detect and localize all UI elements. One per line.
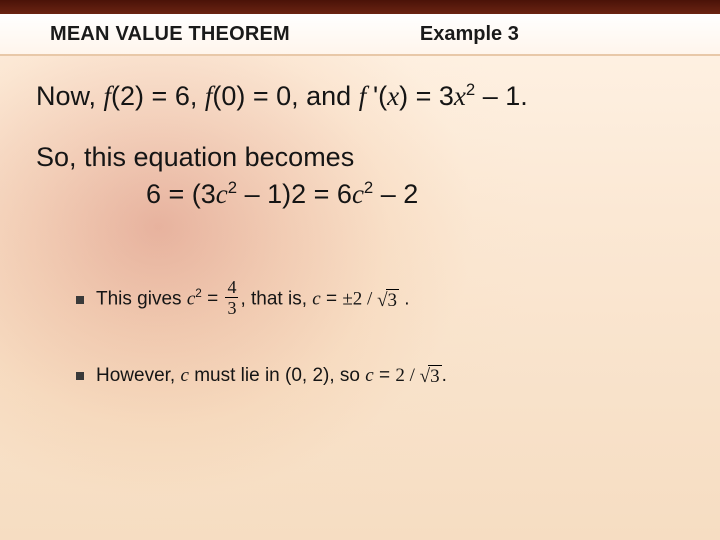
text: This gives <box>96 289 187 310</box>
text: = <box>202 289 224 310</box>
bullet-square-icon <box>76 296 84 304</box>
bullet-list: This gives c2 = 43, that is, c = ±2 / √3… <box>76 280 686 387</box>
text: . <box>442 365 447 386</box>
var-c: c <box>187 289 195 310</box>
var-c: c <box>352 179 364 209</box>
bullet-square-icon <box>76 372 84 380</box>
var-f: f <box>359 81 373 111</box>
body-line-3: 6 = (3c2 – 1)2 = 6c2 – 2 <box>146 179 686 210</box>
header-title: MEAN VALUE THEOREM <box>50 23 290 46</box>
text: . <box>399 289 410 310</box>
text: (0) = 0, and <box>212 81 358 111</box>
text: Now, <box>36 81 104 111</box>
bullet-2-text: However, c must lie in (0, 2), so c = 2 … <box>96 365 447 387</box>
text: However, <box>96 365 180 386</box>
var-x: x <box>454 81 466 111</box>
text: must lie in (0, 2), so <box>189 365 365 386</box>
text: ( <box>378 81 387 111</box>
text: (2) = 6, <box>111 81 205 111</box>
var-f: f <box>104 81 112 111</box>
body-line-2: So, this equation becomes <box>36 142 686 173</box>
bullet-2: However, c must lie in (0, 2), so c = 2 … <box>76 365 686 387</box>
fraction-4-3: 43 <box>225 278 238 317</box>
slash: / <box>362 289 377 310</box>
var-x: x <box>387 81 399 111</box>
var-c: c <box>216 179 228 209</box>
pm-2: ±2 <box>342 289 362 310</box>
exponent-2: 2 <box>364 178 373 197</box>
slide-body: Now, f(2) = 6, f(0) = 0, and f '(x) = 3x… <box>36 70 686 433</box>
slide-header: MEAN VALUE THEOREM Example 3 <box>0 14 720 56</box>
text: 6 = (3 <box>146 179 216 209</box>
sqrt-3: √3 <box>377 290 399 312</box>
var-c: c <box>180 365 188 386</box>
body-line-1: Now, f(2) = 6, f(0) = 0, and f '(x) = 3x… <box>36 78 686 114</box>
top-accent-bar <box>0 0 720 14</box>
radicand: 3 <box>386 289 400 311</box>
text: – 1)2 = 6 <box>237 179 352 209</box>
bullet-1: This gives c2 = 43, that is, c = ±2 / √3… <box>76 280 686 319</box>
sqrt-3: √3 <box>420 366 442 388</box>
fraction-num: 4 <box>225 278 238 298</box>
slash: / <box>405 365 420 386</box>
two: 2 <box>395 365 405 386</box>
text: , that is, <box>240 289 312 310</box>
var-c: c <box>365 365 373 386</box>
text: – 1. <box>475 81 528 111</box>
fraction-den: 3 <box>225 298 238 317</box>
text: ) = 3 <box>399 81 454 111</box>
header-example: Example 3 <box>420 23 519 46</box>
var-c: c <box>312 289 320 310</box>
radicand: 3 <box>428 365 442 387</box>
text: = <box>374 365 396 386</box>
text: – 2 <box>373 179 418 209</box>
exponent-2: 2 <box>466 80 475 99</box>
exponent-2: 2 <box>228 178 237 197</box>
text: = <box>321 289 343 310</box>
bullet-1-text: This gives c2 = 43, that is, c = ±2 / √3… <box>96 280 410 319</box>
